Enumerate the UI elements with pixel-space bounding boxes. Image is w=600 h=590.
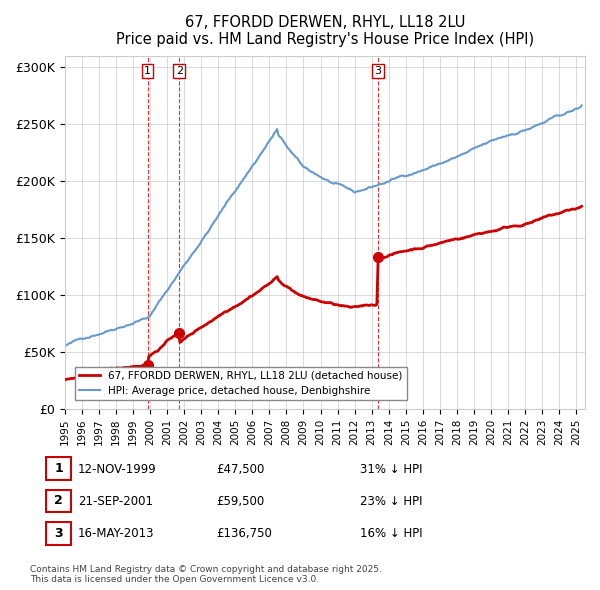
Legend: 67, FFORDD DERWEN, RHYL, LL18 2LU (detached house), HPI: Average price, detached: 67, FFORDD DERWEN, RHYL, LL18 2LU (detac… — [75, 367, 407, 400]
Text: £59,500: £59,500 — [216, 495, 264, 508]
Text: 16-MAY-2013: 16-MAY-2013 — [78, 527, 155, 540]
Text: 2: 2 — [176, 66, 183, 76]
Title: 67, FFORDD DERWEN, RHYL, LL18 2LU
Price paid vs. HM Land Registry's House Price : 67, FFORDD DERWEN, RHYL, LL18 2LU Price … — [116, 15, 534, 47]
Text: 3: 3 — [54, 527, 63, 540]
FancyBboxPatch shape — [46, 490, 71, 512]
Text: 21-SEP-2001: 21-SEP-2001 — [78, 495, 153, 508]
Text: 3: 3 — [374, 66, 382, 76]
Text: £47,500: £47,500 — [216, 463, 265, 476]
Text: 1: 1 — [54, 462, 63, 475]
Text: Contains HM Land Registry data © Crown copyright and database right 2025.
This d: Contains HM Land Registry data © Crown c… — [30, 565, 382, 584]
Text: 1: 1 — [144, 66, 151, 76]
Text: 23% ↓ HPI: 23% ↓ HPI — [360, 495, 422, 508]
Text: £136,750: £136,750 — [216, 527, 272, 540]
Text: 2: 2 — [54, 494, 63, 507]
FancyBboxPatch shape — [46, 522, 71, 545]
Text: 12-NOV-1999: 12-NOV-1999 — [78, 463, 157, 476]
Text: 16% ↓ HPI: 16% ↓ HPI — [360, 527, 422, 540]
Text: 31% ↓ HPI: 31% ↓ HPI — [360, 463, 422, 476]
FancyBboxPatch shape — [46, 457, 71, 480]
